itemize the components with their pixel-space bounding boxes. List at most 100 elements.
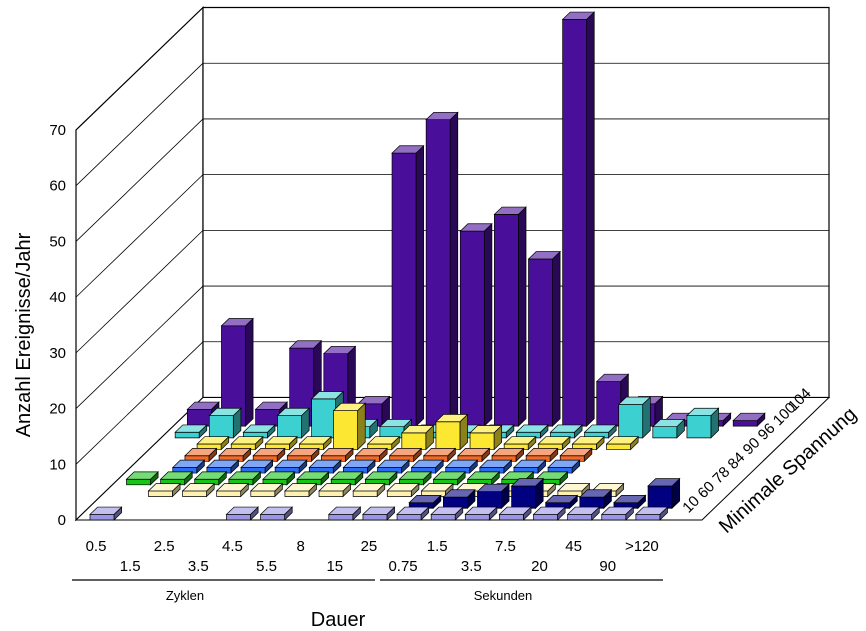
bar-84-2-top — [193, 471, 228, 480]
bar-102-10-top — [515, 424, 549, 433]
bar-104-10-top — [527, 251, 561, 260]
y-tick-label: 60 — [49, 178, 66, 195]
bar-102-4-front — [311, 398, 336, 439]
bar-78-4-top — [249, 483, 284, 492]
bar-100-9-top — [469, 425, 503, 434]
bar-104-8-front — [459, 230, 485, 427]
bar-84-4-top — [262, 471, 296, 480]
bar-102-13-front — [618, 404, 644, 439]
bar-78-2-top — [181, 483, 216, 492]
bar-60-14-front — [579, 496, 605, 509]
bar-90-1-top — [171, 459, 206, 468]
bar-100-4-top — [298, 436, 332, 445]
bar-100-8-top — [435, 414, 469, 423]
gridline-left-40 — [75, 174, 204, 298]
bar-10-0-front — [89, 514, 115, 521]
bar-90-6-top — [342, 459, 376, 468]
y-tick-label: 50 — [49, 233, 66, 250]
bar-96-11-top — [525, 448, 559, 457]
bar-104-16-top — [732, 412, 766, 421]
bar-104-12-front — [596, 381, 622, 427]
bar-104-12-top — [595, 373, 630, 382]
y-tick-label: 40 — [49, 289, 66, 306]
bar-96-6-top — [354, 448, 389, 457]
bar-10-0-top — [89, 506, 123, 515]
bar-60-11-top — [476, 483, 510, 492]
bar-84-1-top — [159, 471, 194, 480]
bar-104-11-top — [561, 11, 596, 20]
x-tick-label-row2: 3.5 — [461, 558, 482, 575]
x-tick-label-row1: 45 — [565, 538, 582, 555]
bar-78-7-front — [352, 490, 378, 497]
bar-90-8-top — [410, 459, 445, 468]
x-tick-label-row1: 4.5 — [222, 538, 243, 555]
bar-10-4-front — [226, 514, 251, 521]
bar-96-8-top — [422, 448, 457, 457]
bar-102-14-top — [651, 419, 686, 428]
x-axis-title: Dauer — [311, 609, 366, 631]
y-axis-title: Anzahl Ereignisse/Jahr — [13, 232, 35, 437]
bar-100-3-top — [264, 436, 298, 445]
bar-84-5-top — [296, 471, 330, 480]
bar-100-12-top — [571, 436, 605, 445]
bar-10-4-top — [225, 506, 259, 515]
bar-84-8-top — [398, 471, 432, 480]
bar-78-5-front — [284, 490, 310, 497]
bar-100-9-front — [469, 432, 495, 450]
bar-10-11-front — [464, 514, 490, 521]
bar-78-3-front — [216, 490, 242, 497]
bar-96-7-top — [388, 448, 423, 457]
bar-10-11-top — [464, 506, 498, 515]
gridline-left-30 — [75, 230, 204, 354]
bar-100-5-top — [332, 402, 367, 411]
x-tick-label-row1: 1.5 — [427, 538, 448, 555]
bar-100-1-top — [196, 436, 230, 445]
x-tick-label-row2: 20 — [531, 558, 548, 575]
bar-10-12-front — [499, 514, 524, 521]
x-tick-label-row1: 7.5 — [495, 538, 516, 555]
bar-90-9-top — [444, 459, 479, 468]
bar-102-2-top — [242, 424, 276, 433]
bar-60-14-top — [578, 489, 613, 498]
bar-104-1-top — [220, 318, 254, 327]
bar-104-5-top — [357, 396, 391, 405]
bar-90-11-top — [513, 459, 547, 468]
bar-10-13-top — [532, 506, 567, 515]
bar-100-13-top — [605, 436, 640, 445]
bar-104-7-top — [425, 111, 459, 121]
bar-60-16-front — [647, 485, 673, 509]
x-tick-label-row2: 5.5 — [256, 558, 277, 575]
x-tick-label-row1: >120 — [625, 538, 659, 555]
bar-90-5-top — [308, 459, 342, 468]
bar-102-1-top — [208, 407, 242, 416]
bar-104-0-front — [186, 409, 212, 427]
bar-102-15-front — [686, 415, 712, 439]
bar-10-7-top — [327, 506, 362, 515]
bar-102-12-top — [583, 424, 618, 433]
bar-104-4-top — [322, 345, 357, 355]
bar-78-8-front — [386, 490, 412, 497]
bar-84-7-top — [364, 471, 398, 480]
bar-90-10-top — [478, 459, 513, 468]
x-tick-label-row2: 1.5 — [120, 558, 141, 575]
x-tick-label-row1: 0.5 — [86, 538, 107, 555]
bar-100-2-top — [230, 436, 264, 445]
bar-102-1-front — [208, 415, 234, 439]
bar-90-3-top — [240, 459, 274, 468]
bar-60-11-front — [477, 491, 502, 509]
bar-100-13-front — [606, 443, 631, 450]
bar-104-8-top — [459, 223, 493, 232]
bar-10-8-front — [362, 514, 388, 521]
bar-104-1-side — [245, 317, 254, 427]
x-tick-label-row2: 15 — [326, 558, 343, 575]
bar-96-4-top — [286, 448, 320, 457]
gridline-left-50 — [75, 118, 204, 242]
bar-102-0-front — [174, 431, 200, 439]
bar-84-3-top — [227, 471, 262, 480]
gridline-left-20 — [75, 285, 204, 409]
y-tick-label: 70 — [49, 122, 66, 139]
bar-78-2-front — [182, 490, 207, 497]
x-tick-label-row1: 2.5 — [154, 538, 175, 555]
bar-84-12-top — [535, 471, 569, 480]
x-group-label-zyklen: Zyklen — [166, 588, 204, 603]
